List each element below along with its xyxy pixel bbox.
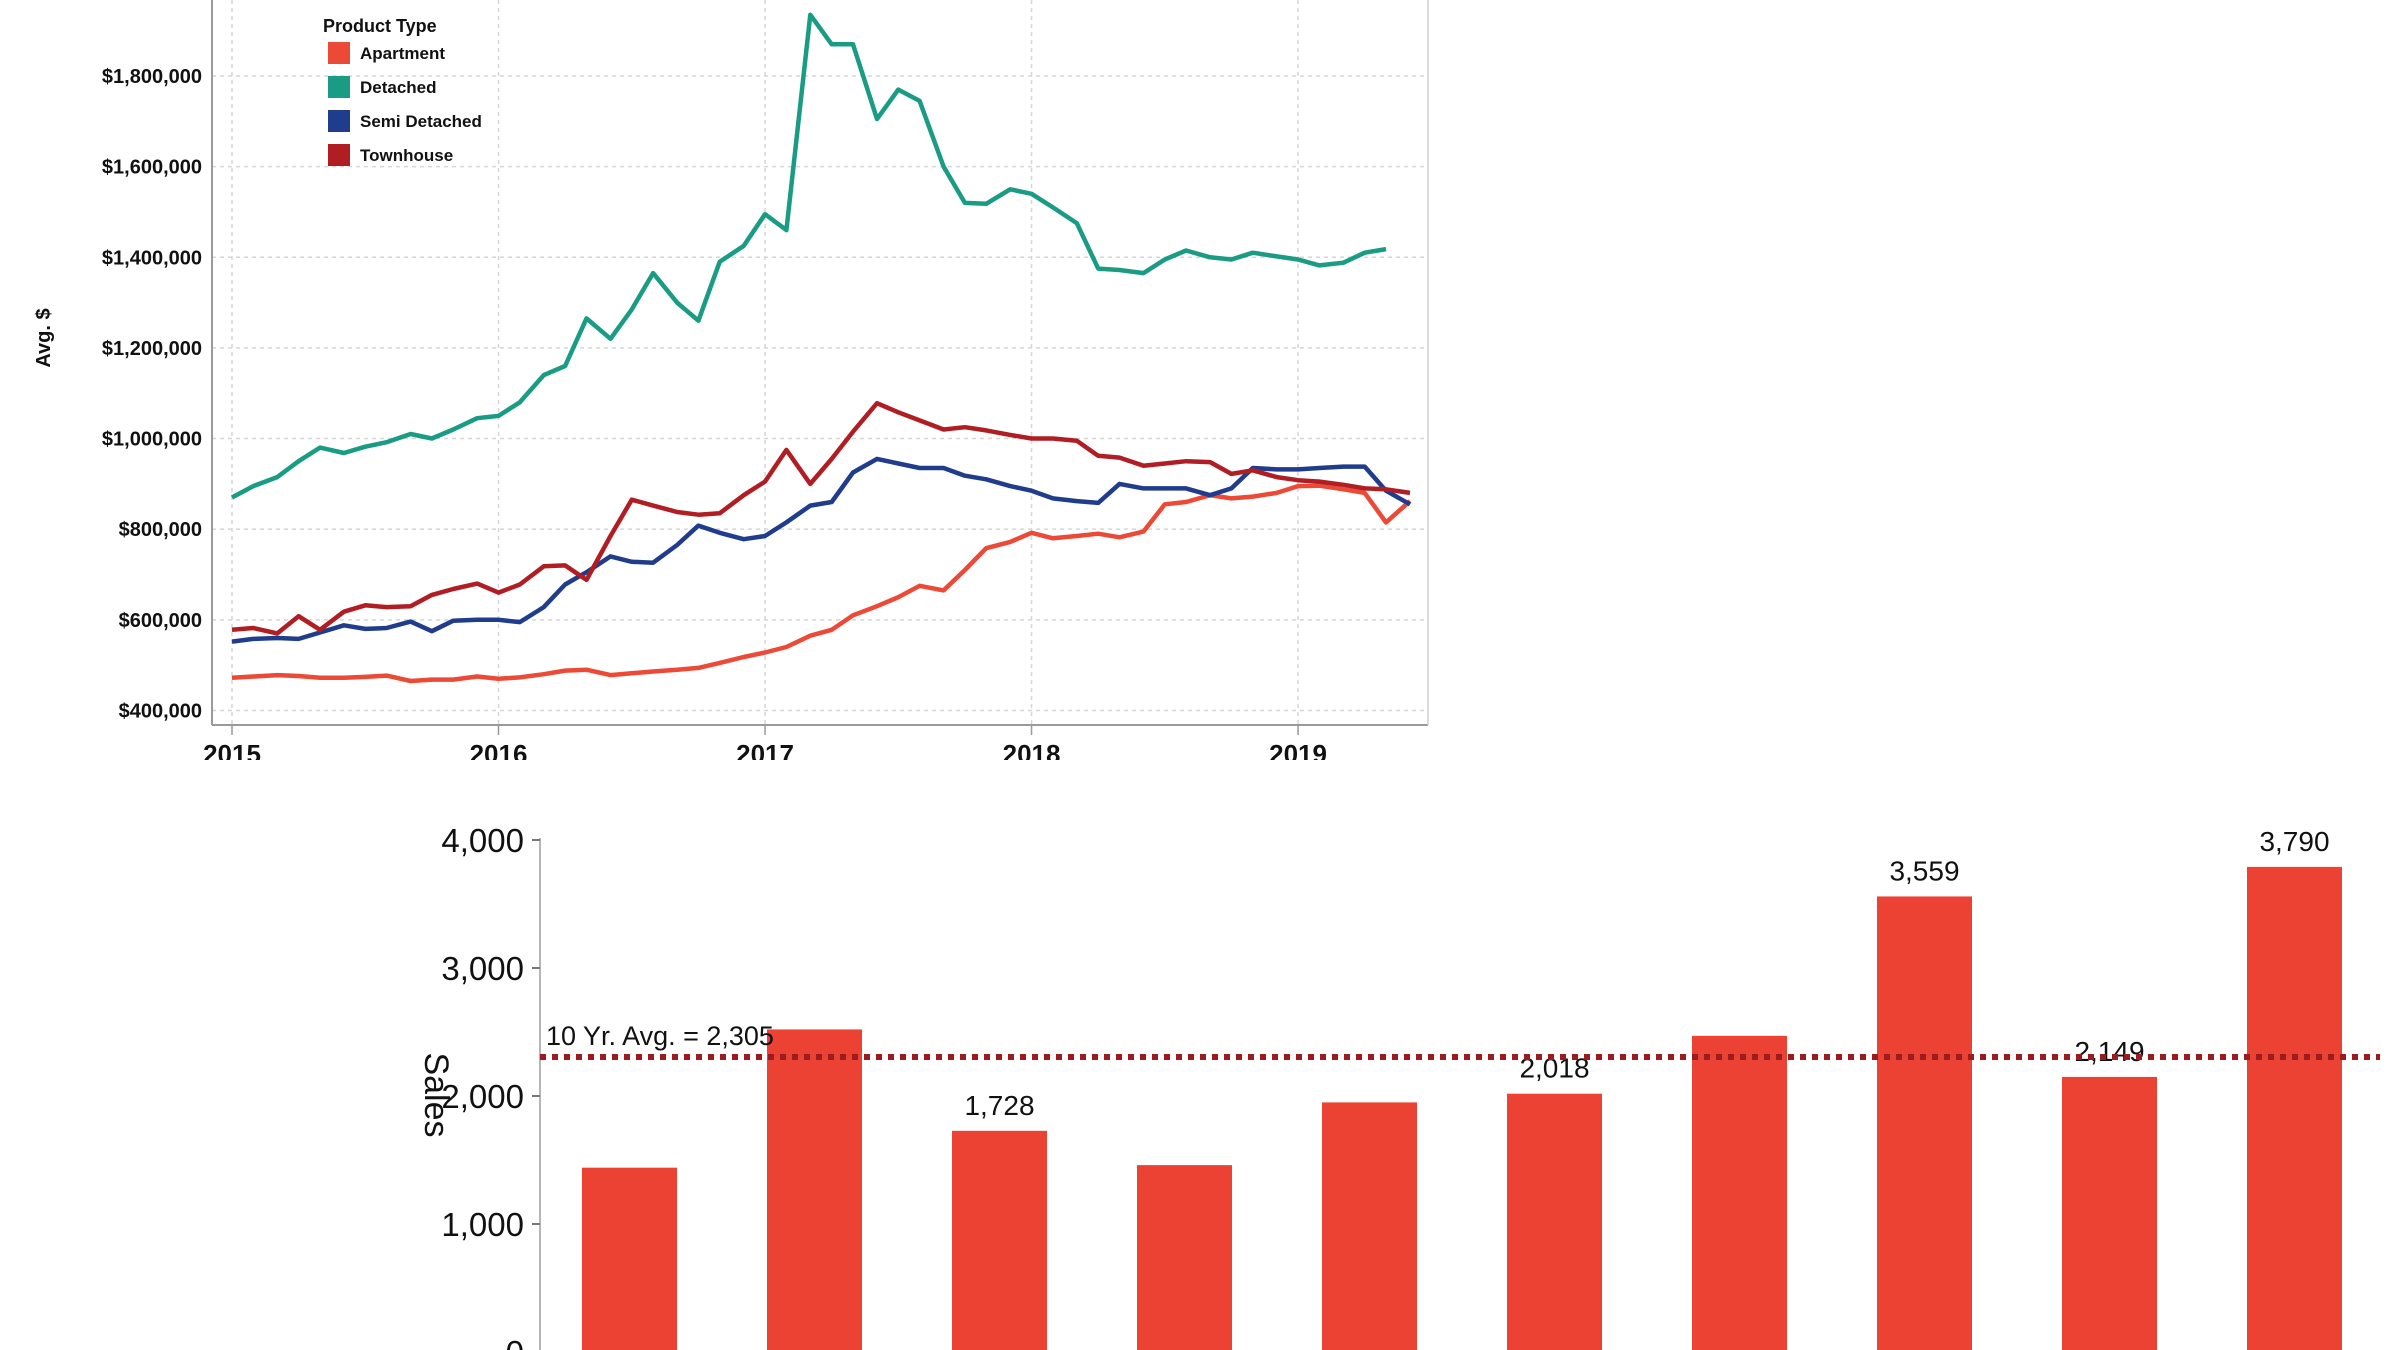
bar	[767, 1029, 862, 1350]
legend-label: Semi Detached	[360, 112, 482, 131]
bar	[1877, 896, 1972, 1350]
x-tick-label: 2019	[1269, 739, 1327, 760]
bar-y-axis-title: Sales	[417, 1052, 455, 1137]
y-tick-label: $600,000	[119, 610, 202, 632]
bar-value-label: 2,149	[2074, 1036, 2144, 1067]
bar	[952, 1130, 1047, 1350]
y-tick-label: $400,000	[119, 700, 202, 722]
legend-label: Apartment	[360, 44, 445, 63]
bar	[1507, 1093, 1602, 1350]
bar-y-tick-label: 4,000	[441, 822, 524, 859]
legend-swatch	[328, 144, 350, 166]
bar-value-label: 1,728	[964, 1090, 1034, 1121]
y-axis-title: Avg. $	[33, 308, 55, 367]
bar	[1692, 1035, 1787, 1350]
bar	[1137, 1165, 1232, 1350]
bar-y-tick-label: 1,000	[441, 1206, 524, 1243]
bar	[2247, 866, 2342, 1350]
x-tick-label: 2016	[470, 739, 528, 760]
legend-swatch	[328, 110, 350, 132]
y-tick-label: $1,200,000	[102, 338, 202, 360]
x-tick-label: 2018	[1003, 739, 1061, 760]
series-line-townhouse	[231, 400, 1411, 636]
bar	[582, 1167, 677, 1350]
legend-swatch	[328, 42, 350, 64]
line-chart: $400,000 $600,000 $800,000 $1,000,000 $1,200…	[33, 0, 1429, 760]
legend-swatch	[328, 76, 350, 98]
y-tick-label: $1,800,000	[102, 66, 202, 88]
y-tick-label: $800,000	[119, 519, 202, 541]
legend-label: Detached	[360, 78, 437, 97]
series-line-semi-detached	[231, 456, 1412, 644]
bar	[1322, 1102, 1417, 1350]
legend-label: Townhouse	[360, 146, 453, 165]
y-tick-label: $1,400,000	[102, 247, 202, 269]
series-line-detached	[230, 12, 1387, 500]
bar-y-tick-label: 0	[506, 1334, 524, 1350]
bar-value-label: 3,790	[2259, 826, 2329, 857]
bar	[2062, 1076, 2157, 1350]
x-tick-label: 2015	[203, 739, 261, 760]
average-line-label: 10 Yr. Avg. = 2,305	[546, 1021, 774, 1051]
y-tick-label: $1,000,000	[102, 429, 202, 451]
x-tick-label: 2017	[736, 739, 794, 760]
bar-y-tick-label: 2,000	[441, 1078, 524, 1115]
bar-y-tick-label: 3,000	[441, 950, 524, 987]
legend-title: Product Type	[323, 16, 437, 36]
bar-value-label: 3,559	[1889, 855, 1959, 886]
y-tick-label: $1,600,000	[102, 157, 202, 179]
